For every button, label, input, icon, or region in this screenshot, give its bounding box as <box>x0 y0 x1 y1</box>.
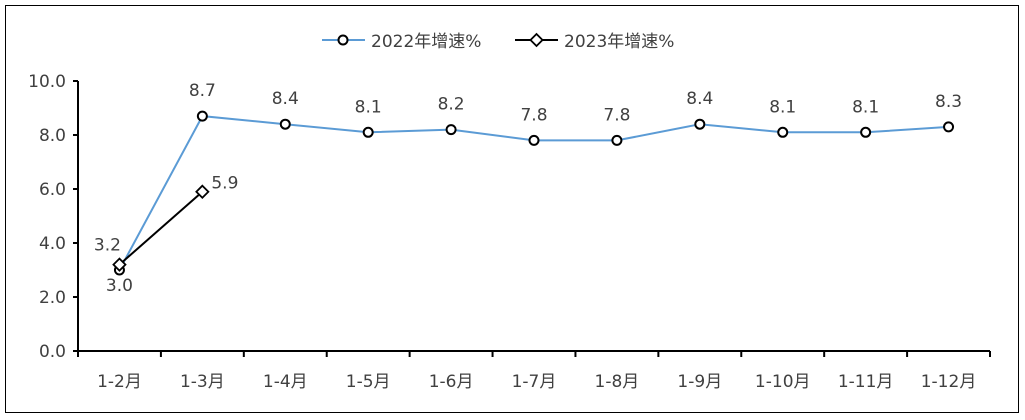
y-tick-label: 10.0 <box>28 72 66 92</box>
x-tick-label: 1-3月 <box>180 372 225 392</box>
y-tick-label: 4.0 <box>39 234 66 254</box>
x-tick-label: 1-9月 <box>677 372 722 392</box>
data-label: 8.4 <box>686 89 713 109</box>
data-label: 8.3 <box>935 92 962 112</box>
data-point <box>777 126 789 138</box>
data-point <box>860 126 872 138</box>
series-line-1 <box>118 190 204 266</box>
data-label: 3.0 <box>106 276 133 296</box>
y-tick-label: 6.0 <box>39 180 66 200</box>
data-label: 8.4 <box>272 89 299 109</box>
x-tick-label: 1-6月 <box>429 372 474 392</box>
legend-marker-2023 <box>529 32 544 48</box>
y-tick-label: 8.0 <box>39 126 66 146</box>
data-label: 8.1 <box>769 97 796 117</box>
data-point <box>445 124 457 136</box>
data-label: 3.2 <box>94 236 121 256</box>
data-point <box>112 257 127 272</box>
x-tick-label: 1-11月 <box>838 372 894 392</box>
data-label: 8.1 <box>852 97 879 117</box>
y-tick-label: 2.0 <box>39 288 66 308</box>
data-point <box>528 134 540 146</box>
data-label: 5.9 <box>211 174 238 194</box>
data-label: 8.1 <box>355 97 382 117</box>
x-tick-label: 1-5月 <box>346 372 391 392</box>
data-label: 8.7 <box>189 81 216 101</box>
data-point <box>279 118 291 130</box>
data-point <box>943 121 955 133</box>
x-tick-label: 1-2月 <box>97 372 142 392</box>
data-label: 7.8 <box>520 105 547 125</box>
x-tick-label: 1-8月 <box>595 372 640 392</box>
legend-label-2022: 2022年增速% <box>371 32 481 52</box>
data-point <box>611 134 623 146</box>
x-tick-label: 1-4月 <box>263 372 308 392</box>
x-tick-label: 1-12月 <box>921 372 977 392</box>
y-tick-label: 0.0 <box>39 342 66 362</box>
legend: 2022年增速% 2023年增速% <box>322 32 674 52</box>
data-point <box>362 126 374 138</box>
x-tick-label: 1-10月 <box>755 372 811 392</box>
data-label: 8.2 <box>438 95 465 115</box>
legend-marker-2022 <box>337 34 349 46</box>
data-point <box>694 118 706 130</box>
data-point <box>195 184 210 199</box>
legend-label-2023: 2023年增速% <box>564 32 674 52</box>
x-tick-label: 1-7月 <box>512 372 557 392</box>
data-point <box>196 110 208 122</box>
chart-frame <box>5 5 1019 413</box>
data-label: 7.8 <box>603 105 630 125</box>
